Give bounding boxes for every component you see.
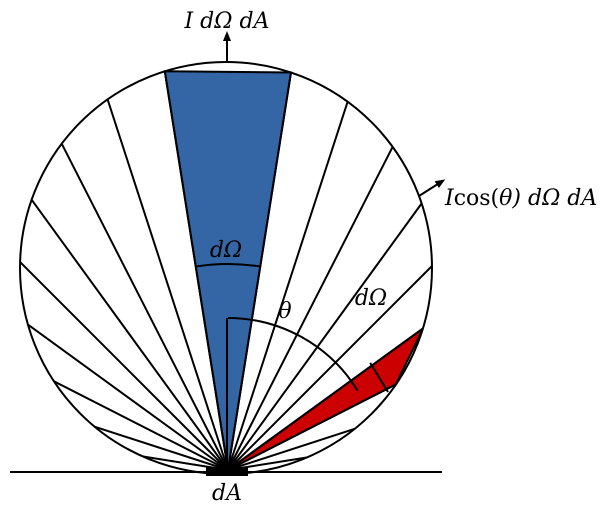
ray-line xyxy=(19,261,229,471)
blue-domega-arc xyxy=(195,262,261,268)
ray-line xyxy=(227,383,397,471)
ray-line xyxy=(227,265,433,471)
right-arrow xyxy=(418,179,446,197)
ray-group xyxy=(19,71,433,471)
theta-arc xyxy=(227,317,359,392)
bottom-label: dA xyxy=(212,481,242,506)
ray-line xyxy=(227,146,394,471)
theta-label: θ xyxy=(278,299,291,324)
top-label: I dΩ dA xyxy=(184,9,270,34)
ray-line xyxy=(163,71,229,471)
right-label: Icos(θ) dΩ dA xyxy=(444,186,597,211)
red-domega-label: dΩ xyxy=(355,286,387,311)
ray-line xyxy=(106,99,229,471)
ray-line xyxy=(27,323,229,471)
ray-line xyxy=(227,327,424,471)
ray-line xyxy=(60,143,229,471)
blue-domega-label: dΩ xyxy=(210,238,242,263)
ray-line xyxy=(227,101,349,471)
red-domega-tick xyxy=(369,362,389,393)
ray-line xyxy=(227,427,356,471)
da-patch xyxy=(206,467,248,476)
ray-line xyxy=(227,72,292,471)
ray-line xyxy=(94,425,229,471)
ray-line xyxy=(227,202,423,471)
ray-line xyxy=(53,380,229,471)
ray-line xyxy=(30,199,229,471)
